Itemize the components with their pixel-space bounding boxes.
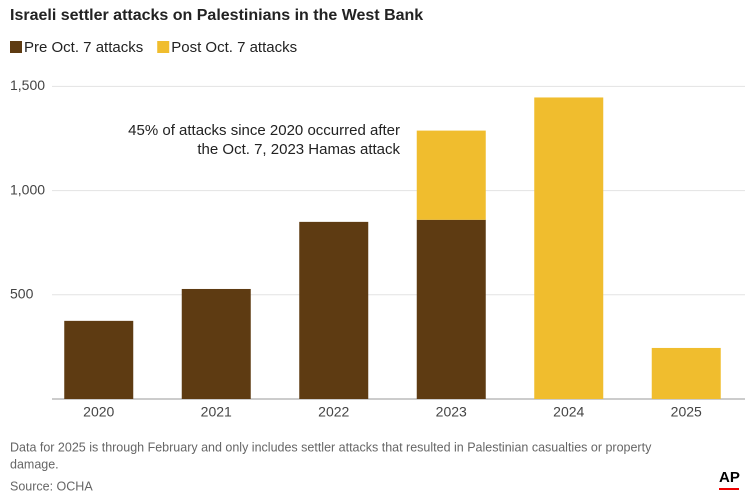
legend-label: Pre Oct. 7 attacks: [24, 39, 143, 56]
note: Data for 2025 is through February and on…: [10, 440, 652, 454]
note: damage.: [10, 457, 59, 471]
x-tick-label: 2020: [83, 404, 114, 420]
bar: [64, 320, 134, 399]
x-tick-label: 2022: [318, 404, 349, 420]
legend-label: Post Oct. 7 attacks: [171, 39, 297, 56]
chart-title: Israeli settler attacks on Palestinians …: [10, 7, 423, 24]
legend-swatch: [157, 41, 170, 53]
y-tick-label: 500: [10, 286, 34, 302]
bar: [299, 221, 369, 399]
x-tick-label: 2024: [553, 404, 584, 420]
bar: [651, 347, 721, 399]
bar: [181, 288, 251, 399]
x-tick-label: 2025: [671, 404, 702, 420]
x-tick-label: 2023: [436, 404, 467, 420]
y-tick-label: 1,500: [10, 77, 45, 93]
bar: [416, 130, 486, 220]
logo: AP: [719, 469, 740, 486]
annotation: the Oct. 7, 2023 Hamas attack: [197, 141, 400, 158]
source: Source: OCHA: [10, 479, 93, 493]
x-tick-label: 2021: [201, 404, 232, 420]
bar: [416, 219, 486, 399]
annotation: 45% of attacks since 2020 occurred after: [128, 122, 400, 139]
legend-swatch: [10, 41, 22, 53]
bar: [534, 97, 604, 399]
y-tick-label: 1,000: [10, 181, 45, 197]
logo-underline: [719, 488, 739, 490]
